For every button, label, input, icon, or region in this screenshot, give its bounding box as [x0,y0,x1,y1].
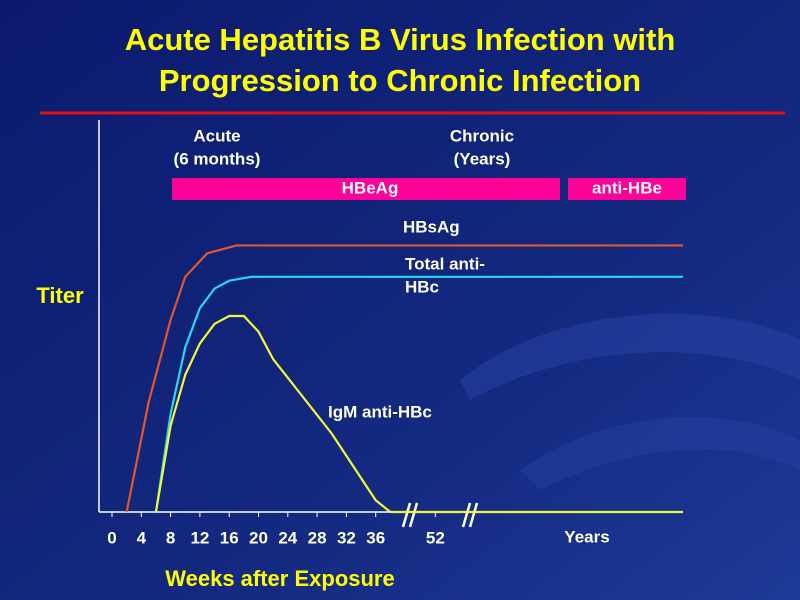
x-tick-label: 4 [137,528,147,547]
series-label: HBc [405,277,439,296]
y-axis-label: Titer [36,283,84,308]
band-label: anti-HBe [592,178,662,197]
phase-label: (Years) [454,149,511,168]
series-label: Total anti- [405,254,485,273]
x-tick-label: 16 [220,528,239,547]
series-label: HBsAg [403,217,460,236]
x-unit-label: Years [564,527,609,546]
swirl [520,417,800,490]
band [172,178,560,200]
x-tick-label: 36 [366,528,385,547]
x-tick-label: 32 [337,528,356,547]
x-axis-label: Weeks after Exposure [165,566,394,591]
phase-label: Chronic [450,126,514,145]
phase-label: (6 months) [174,149,261,168]
x-tick-label: 24 [278,528,297,547]
x-tick-label: 0 [107,528,116,547]
axis-break [401,502,479,528]
x-tick-label: 8 [166,528,175,547]
x-tick-label: 52 [426,528,445,547]
x-tick-label: 28 [308,528,327,547]
swirl [460,313,800,400]
title-line: Progression to Chronic Infection [159,63,641,98]
x-tick-label: 12 [190,528,209,547]
x-tick-label: 20 [249,528,268,547]
series-line [154,314,683,514]
phase-label: Acute [193,126,240,145]
band [568,178,686,200]
series-line [154,275,683,513]
series-line [125,244,683,513]
band-label: HBeAg [342,178,399,197]
title-line: Acute Hepatitis B Virus Infection with [125,22,676,57]
series-label: IgM anti-HBc [328,402,432,421]
